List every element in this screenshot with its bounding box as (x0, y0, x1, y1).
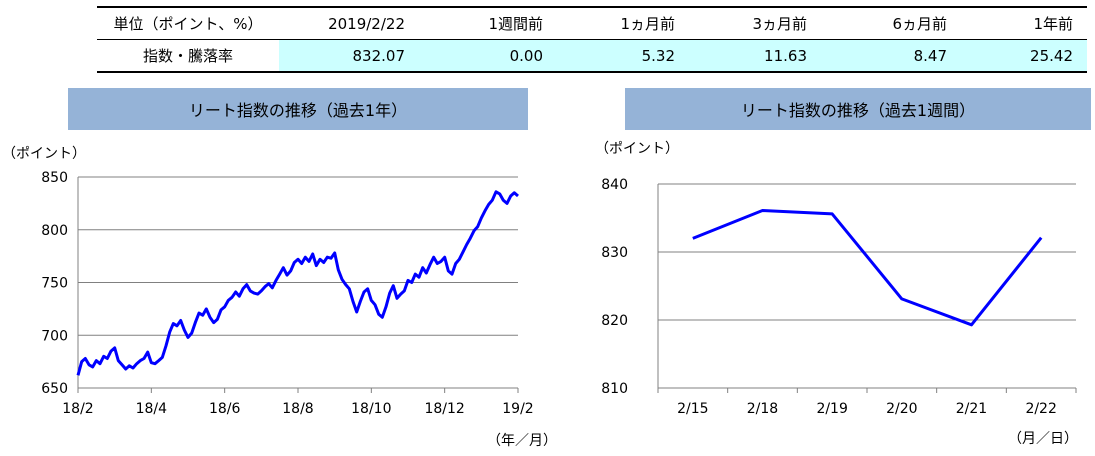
chart2-ytick-label: 810 (601, 381, 628, 397)
chart2-xtick-label: 2/19 (816, 401, 847, 417)
chart2-xtick-label: 2/20 (886, 401, 917, 417)
summary-header-row: 単位（ポイント、%） 2019/2/22 1週間前 1ヵ月前 3ヵ月前 6ヵ月前… (97, 6, 1087, 40)
chart1-ytick-label: 650 (41, 381, 68, 397)
summary-col-1week: 1週間前 (419, 6, 557, 40)
chart2-xtick-label: 2/18 (747, 401, 778, 417)
chart1-ytick-label: 800 (41, 223, 68, 239)
summary-col-1year: 1年前 (961, 6, 1087, 40)
chart2-series-line (692, 209, 1043, 327)
summary-col-date: 2019/2/22 (279, 6, 419, 40)
summary-col-3month: 3ヵ月前 (689, 6, 821, 40)
chart2-ytick-label: 840 (601, 177, 628, 193)
chart2-ytick-label: 820 (601, 313, 628, 329)
summary-value-6month: 8.47 (821, 39, 961, 73)
summary-unit-header: 単位（ポイント、%） (97, 6, 279, 40)
chart2-ylabel: （ポイント） (595, 141, 679, 157)
summary-row-label: 指数・騰落率 (97, 39, 279, 73)
chart1-ytick-label: 700 (41, 328, 68, 344)
chart2-xtick-label: 2/15 (677, 401, 708, 417)
summary-table: 単位（ポイント、%） 2019/2/22 1週間前 1ヵ月前 3ヵ月前 6ヵ月前… (97, 6, 1087, 73)
chart2-ytick-label: 830 (601, 245, 628, 261)
summary-value-index: 832.07 (279, 39, 419, 73)
chart1-plot: 650 700 750 800 850 18/2 18/4 18/6 18/8 18/10 18/1… (41, 170, 533, 417)
chart2-xlabel: （月／日） (1008, 431, 1078, 447)
chart1-series-line (76, 190, 519, 376)
chart1-xlabel: （年／月） (487, 433, 557, 449)
chart1-xtick-label: 18/2 (62, 401, 93, 417)
chart2-xtick-label: 2/22 (1025, 401, 1056, 417)
summary-value-1year: 25.42 (961, 39, 1087, 73)
chart1-xtick-label: 18/8 (282, 401, 313, 417)
chart1-ytick-label: 850 (41, 170, 68, 186)
chart1-ytick-label: 750 (41, 276, 68, 292)
chart1-xtick-label: 18/6 (209, 401, 241, 417)
chart1-xtick-label: 18/10 (351, 401, 391, 417)
chart1-xtick-label: 19/2 (502, 401, 533, 417)
chart1-title: リート指数の推移（過去1年） (68, 88, 528, 130)
chart1-xtick-label: 18/4 (136, 401, 168, 417)
summary-value-3month: 11.63 (689, 39, 821, 73)
chart1-ylabel: （ポイント） (2, 146, 86, 162)
summary-value-1week: 0.00 (419, 39, 557, 73)
chart2-title: リート指数の推移（過去1週間） (625, 88, 1091, 130)
summary-col-6month: 6ヵ月前 (821, 6, 961, 40)
summary-value-row: 指数・騰落率 832.07 0.00 5.32 11.63 8.47 25.42 (97, 39, 1087, 73)
chart2-plot: 810 820 830 840 2/15 2/18 2/19 2/20 2/21 2/22 (601, 177, 1077, 417)
chart2-xtick-label: 2/21 (956, 401, 987, 417)
chart1-xtick-label: 18/12 (424, 401, 464, 417)
summary-col-1month: 1ヵ月前 (557, 6, 689, 40)
summary-value-1month: 5.32 (557, 39, 689, 73)
